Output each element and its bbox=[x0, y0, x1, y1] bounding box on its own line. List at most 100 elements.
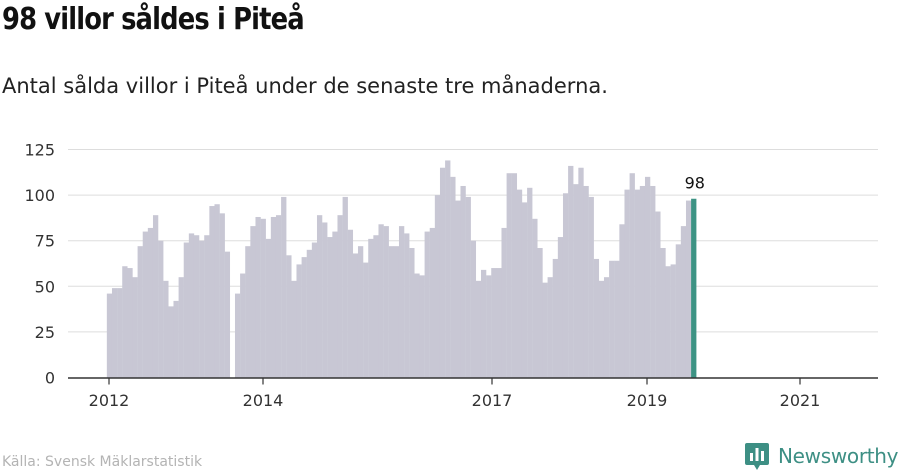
bar bbox=[137, 246, 143, 378]
y-tick-label: 25 bbox=[35, 323, 55, 342]
bar bbox=[193, 235, 200, 378]
bar bbox=[583, 185, 589, 378]
newsworthy-logo[interactable]: Newsworthy bbox=[744, 441, 899, 471]
bar bbox=[306, 249, 313, 378]
bar bbox=[281, 196, 287, 378]
bar bbox=[152, 215, 159, 378]
bar bbox=[142, 231, 149, 378]
brand-name: Newsworthy bbox=[778, 444, 899, 468]
bar bbox=[117, 288, 123, 378]
bar bbox=[429, 227, 436, 378]
bar bbox=[255, 216, 261, 378]
bar bbox=[511, 173, 518, 378]
bar bbox=[598, 280, 605, 378]
bar bbox=[419, 275, 425, 378]
bar bbox=[163, 280, 169, 378]
bar bbox=[147, 227, 154, 378]
bar bbox=[675, 244, 682, 378]
bar bbox=[609, 260, 615, 378]
bar bbox=[178, 277, 184, 378]
bar bbox=[480, 269, 487, 378]
bar bbox=[527, 187, 533, 378]
bar bbox=[368, 238, 374, 378]
bar bbox=[439, 167, 446, 378]
bar bbox=[260, 218, 266, 378]
bar bbox=[132, 277, 138, 378]
bar bbox=[275, 215, 282, 378]
bar bbox=[373, 235, 379, 378]
bar bbox=[455, 200, 461, 378]
highlight-value-label: 98 bbox=[685, 174, 705, 193]
y-tick-label: 125 bbox=[24, 141, 55, 160]
source-note: Källa: Svensk Mäklarstatistik bbox=[2, 454, 203, 470]
bar bbox=[685, 200, 692, 378]
bar bbox=[460, 185, 466, 378]
bar bbox=[409, 247, 415, 378]
x-tick-label: 2019 bbox=[627, 391, 668, 410]
bar bbox=[424, 231, 430, 378]
bar bbox=[634, 189, 641, 378]
bar bbox=[183, 242, 190, 378]
bar bbox=[291, 280, 297, 378]
bar bbox=[404, 233, 410, 378]
bar bbox=[250, 226, 256, 378]
bar bbox=[470, 240, 477, 378]
bar bbox=[445, 160, 451, 378]
bar bbox=[388, 246, 395, 378]
bar bbox=[660, 247, 666, 378]
bar bbox=[204, 235, 210, 378]
bar bbox=[168, 306, 174, 378]
bar bbox=[516, 189, 523, 378]
bar bbox=[568, 165, 574, 378]
bar bbox=[593, 258, 600, 378]
bar bbox=[562, 193, 569, 378]
bar bbox=[337, 215, 343, 378]
bar bbox=[542, 282, 548, 378]
bar bbox=[296, 264, 302, 378]
bar bbox=[629, 173, 635, 378]
highlighted-bar bbox=[691, 198, 697, 378]
bar bbox=[532, 218, 538, 378]
bar bbox=[245, 246, 251, 378]
bar bbox=[332, 231, 338, 378]
axis-layer: 0 25 50 75 100 125 98 2012 2014 2017 2019 2021 bbox=[24, 141, 878, 410]
bar bbox=[552, 258, 559, 378]
bar bbox=[603, 277, 610, 378]
bar bbox=[521, 202, 528, 378]
bars-layer bbox=[106, 160, 697, 378]
bar bbox=[322, 222, 328, 378]
bar bbox=[209, 206, 215, 378]
bar bbox=[270, 216, 277, 378]
bar bbox=[311, 242, 318, 378]
bar bbox=[644, 176, 651, 378]
bar bbox=[240, 273, 246, 378]
chart-title: 98 villor såldes i Piteå bbox=[2, 2, 305, 37]
bar bbox=[624, 189, 630, 378]
bar bbox=[383, 226, 389, 378]
bar bbox=[650, 185, 656, 378]
bar bbox=[214, 204, 220, 378]
bar bbox=[286, 255, 292, 378]
bar bbox=[414, 273, 420, 378]
x-tick-label: 2021 bbox=[780, 391, 821, 410]
bar bbox=[491, 268, 497, 378]
bar bbox=[106, 293, 113, 378]
y-tick-label: 50 bbox=[35, 277, 55, 296]
bar bbox=[224, 251, 231, 378]
bar bbox=[496, 268, 502, 378]
bar bbox=[347, 229, 354, 378]
bar bbox=[352, 253, 359, 378]
bar bbox=[127, 268, 133, 378]
bar bbox=[506, 173, 512, 378]
bar bbox=[680, 226, 687, 378]
bar bbox=[557, 237, 564, 378]
bar bbox=[486, 275, 492, 378]
bar bbox=[199, 240, 205, 378]
y-tick-label: 75 bbox=[35, 232, 55, 251]
bar bbox=[342, 196, 348, 378]
bar bbox=[219, 213, 225, 378]
bar bbox=[158, 240, 164, 378]
bar bbox=[434, 195, 441, 378]
bar bbox=[639, 185, 646, 378]
